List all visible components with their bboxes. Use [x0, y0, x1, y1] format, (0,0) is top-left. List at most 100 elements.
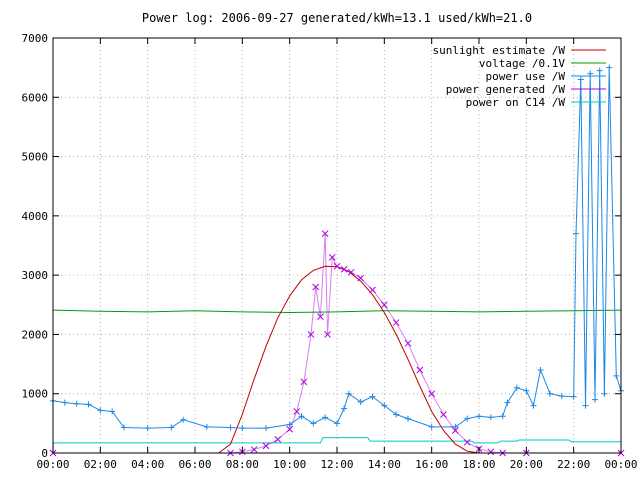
data-point-power-use-w — [263, 425, 269, 432]
data-point-power-generated-w — [328, 254, 336, 261]
data-point-power-generated-w — [369, 286, 376, 294]
data-point-power-use-w — [577, 76, 584, 83]
data-point-power-use-w — [298, 413, 305, 420]
x-tick-label: 06:00 — [178, 458, 211, 471]
data-point-power-use-w — [61, 399, 68, 406]
data-point-power-use-w — [537, 367, 544, 373]
data-point-power-generated-w — [380, 301, 388, 309]
data-point-power-use-w — [582, 402, 589, 409]
data-point-power-generated-w — [293, 408, 301, 415]
data-point-power-generated-w — [274, 436, 282, 443]
x-tick-label: 20:00 — [510, 458, 543, 471]
data-point-power-generated-w — [347, 268, 355, 276]
y-tick-label: 5000 — [22, 151, 49, 164]
y-tick-label: 1000 — [22, 388, 49, 401]
data-point-power-use-w — [334, 420, 340, 427]
data-point-power-use-w — [393, 411, 400, 418]
x-tick-label: 16:00 — [415, 458, 448, 471]
data-point-power-use-w — [227, 424, 234, 431]
data-point-power-generated-w — [463, 438, 471, 446]
data-point-power-generated-w — [286, 425, 294, 433]
data-point-power-use-w — [570, 393, 577, 400]
y-tick-label: 7000 — [22, 32, 49, 45]
series-power-use-w — [50, 64, 624, 432]
data-point-power-generated-w — [451, 427, 459, 434]
data-point-power-use-w — [591, 396, 598, 403]
ticks: 0 1000 2000 3000 4000 5000 6000 7000 00:00 02:00 0… — [22, 32, 638, 471]
y-tick-label: 6000 — [22, 91, 49, 104]
data-point-power-use-w — [547, 390, 553, 397]
data-point-power-generated-w — [440, 411, 447, 418]
data-point-power-use-w — [558, 393, 565, 400]
legend-label-power-on-c14-w: power on C14 /W — [466, 96, 566, 109]
legend-label-power-generated-w: power generated /W — [446, 83, 566, 96]
data-point-power-use-w — [121, 424, 127, 431]
data-point-power-use-w — [513, 384, 520, 391]
x-tick-label: 18:00 — [462, 458, 495, 471]
x-tick-label: 02:00 — [84, 458, 117, 471]
data-point-power-generated-w — [340, 265, 348, 273]
data-point-power-use-w — [464, 415, 471, 422]
series-line-power-on-c14-w — [52, 437, 621, 454]
data-point-power-use-w — [85, 401, 92, 408]
series-voltage-0-1v — [52, 309, 622, 314]
data-point-power-generated-w — [262, 442, 270, 450]
data-point-power-generated-w — [357, 274, 365, 282]
data-point-power-use-w — [97, 407, 104, 414]
data-point-power-use-w — [613, 372, 620, 379]
legend-label-power-use-w: power use /W — [486, 70, 566, 83]
y-tick-label: 4000 — [22, 210, 49, 223]
series-line-power-use-w — [52, 67, 622, 429]
data-point-power-use-w — [144, 425, 151, 432]
data-point-power-use-w — [452, 423, 459, 430]
data-point-power-generated-w — [312, 283, 320, 291]
x-tick-label: 12:00 — [320, 458, 353, 471]
data-point-power-generated-w — [307, 331, 315, 338]
series-power-generated-w — [49, 230, 625, 457]
data-point-power-use-w — [381, 402, 388, 409]
data-point-power-generated-w — [392, 319, 400, 326]
x-tick-label: 22:00 — [557, 458, 590, 471]
data-point-power-use-w — [530, 402, 537, 409]
data-point-power-use-w — [487, 414, 494, 421]
legend-label-voltage-0-1v: voltage /0.1V — [479, 57, 565, 70]
legend-label-sunlight-estimate-w: sunlight estimate /W — [433, 44, 566, 57]
data-point-power-use-w — [180, 416, 187, 423]
data-point-power-use-w — [596, 67, 603, 74]
data-point-power-use-w — [601, 390, 608, 397]
data-point-power-use-w — [405, 415, 411, 422]
data-point-power-generated-w — [404, 339, 412, 347]
data-point-power-use-w — [369, 393, 376, 400]
data-point-power-generated-w — [317, 313, 324, 320]
data-point-power-use-w — [523, 387, 530, 394]
data-point-power-use-w — [606, 64, 613, 71]
data-point-power-generated-w — [324, 331, 331, 338]
y-tick-label: 2000 — [22, 328, 49, 341]
data-point-power-generated-w — [321, 230, 329, 237]
data-point-power-use-w — [322, 414, 329, 421]
data-point-power-use-w — [109, 408, 116, 415]
data-point-power-use-w — [341, 405, 348, 412]
y-tick-label: 0 — [41, 447, 48, 460]
data-point-power-use-w — [310, 420, 317, 427]
data-point-power-use-w — [168, 424, 175, 431]
data-point-power-use-w — [239, 425, 246, 432]
data-point-power-generated-w — [333, 262, 341, 270]
data-point-power-generated-w — [487, 448, 495, 456]
data-point-power-use-w — [476, 413, 482, 420]
x-tick-label: 04:00 — [131, 458, 164, 471]
data-point-power-use-w — [573, 230, 580, 237]
data-point-power-use-w — [499, 413, 506, 420]
data-point-power-generated-w — [416, 366, 424, 374]
series-line-voltage-0-1v — [52, 309, 622, 314]
x-tick-label: 10:00 — [273, 458, 306, 471]
x-tick-label: 08:00 — [226, 458, 259, 471]
data-point-power-generated-w — [250, 446, 258, 453]
data-point-power-use-w — [203, 423, 210, 430]
y-tick-label: 3000 — [22, 269, 49, 282]
series-layer — [49, 64, 625, 457]
series-power-on-c14-w — [52, 437, 621, 454]
